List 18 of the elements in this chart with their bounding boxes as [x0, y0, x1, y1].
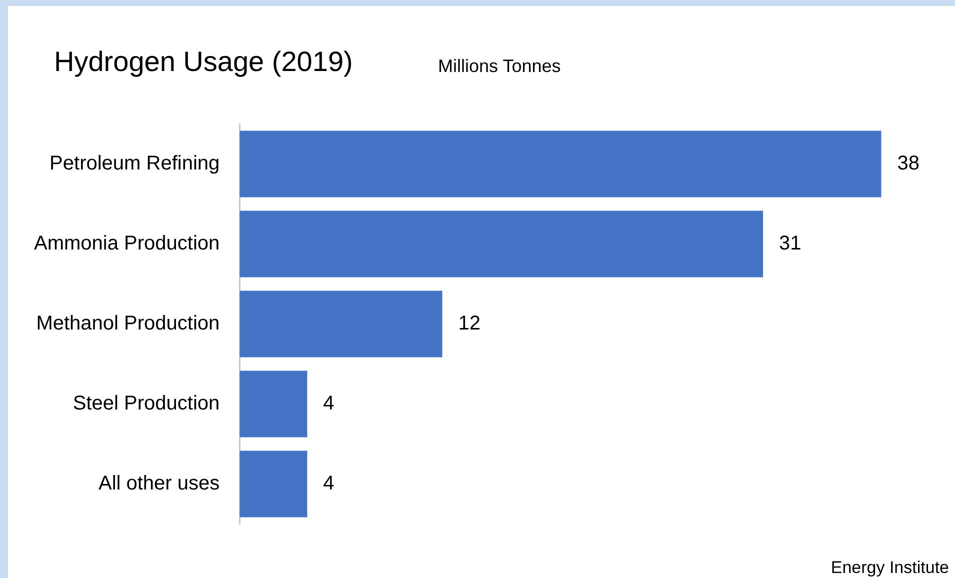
data-label: 31 [779, 232, 802, 255]
bar [240, 210, 764, 278]
text: Energy Institute [830, 558, 949, 578]
bar [240, 130, 882, 198]
chart-title: Hydrogen Usage (2019) [54, 46, 353, 78]
y-tick-label: Methanol Production [36, 312, 220, 335]
bar [240, 290, 442, 358]
y-tick-label: Steel Production [72, 392, 220, 415]
data-label: 4 [323, 392, 334, 415]
data-label: 38 [897, 152, 920, 175]
y-tick-label: All other uses [98, 472, 220, 495]
data-label: 12 [458, 312, 480, 335]
y-tick-label: Ammonia Production [34, 232, 220, 255]
bar [240, 370, 308, 438]
data-label: 4 [323, 472, 334, 495]
chart-subtitle: Millions Tonnes [438, 56, 561, 77]
bar [240, 450, 308, 518]
y-tick-label: Petroleum Refining [50, 152, 220, 175]
